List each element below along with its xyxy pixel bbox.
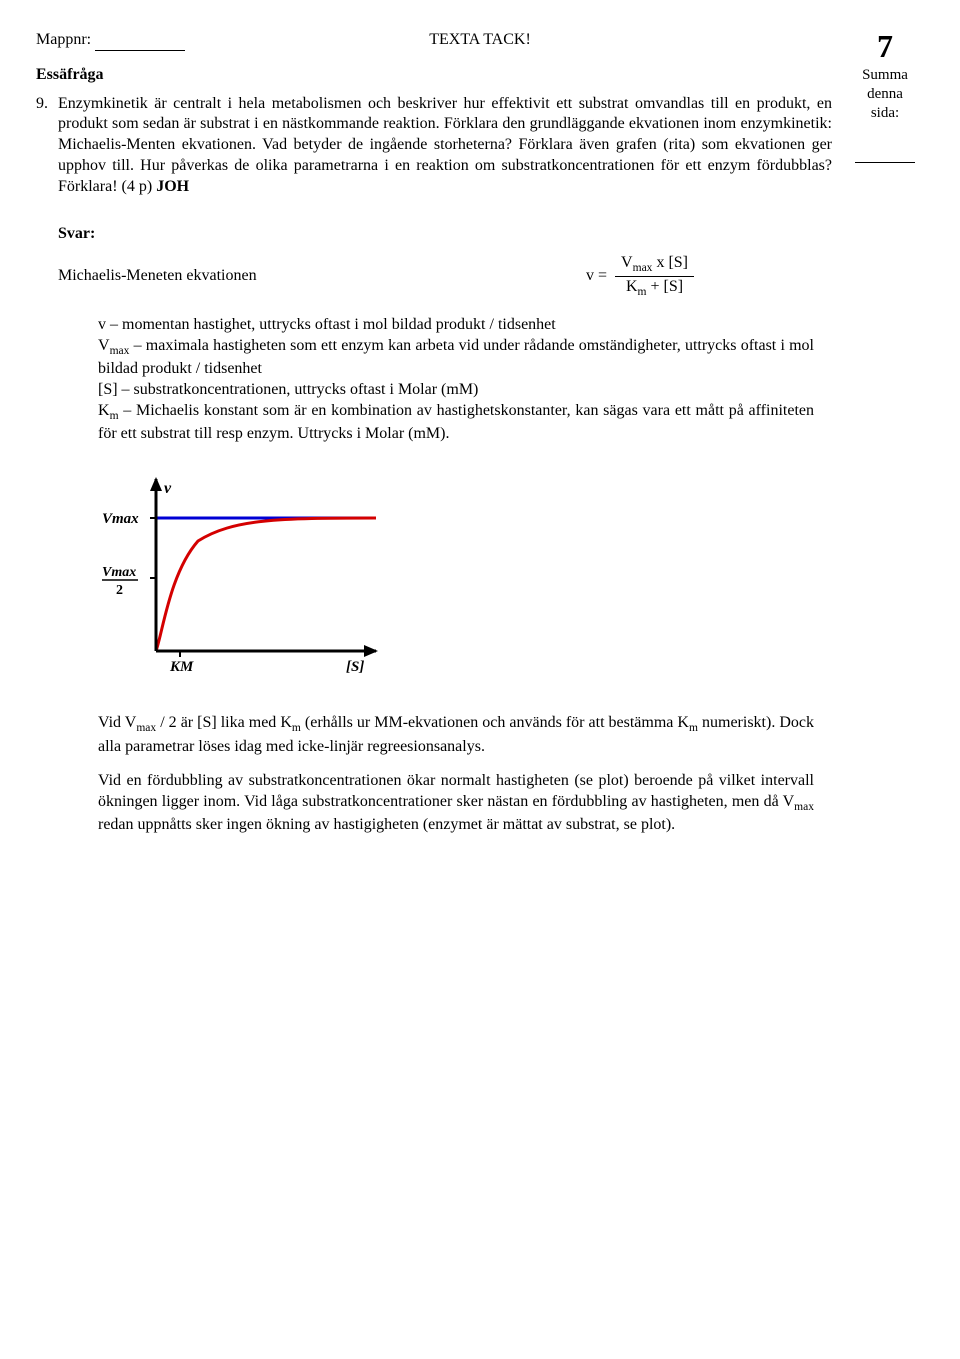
mm-chart: v [S] Vmax Vmax 2 KM xyxy=(98,463,814,700)
svg-text:v: v xyxy=(164,480,172,497)
def-km: Km – Michaelis konstant som är en kombin… xyxy=(98,401,814,445)
answer-label: Svar: xyxy=(58,224,814,245)
svg-text:2: 2 xyxy=(116,583,123,598)
sidebar-line3: sida: xyxy=(846,104,924,123)
svg-text:KM: KM xyxy=(169,659,194,675)
sidebar-line2: denna xyxy=(846,85,924,104)
mm-chart-svg: v [S] Vmax Vmax 2 KM xyxy=(98,463,398,693)
svg-text:Vmax: Vmax xyxy=(102,565,136,580)
equation-row: Michaelis-Meneten ekvationen v = Vmax x … xyxy=(58,254,814,299)
question-block: 9. Enzymkinetik är centralt i hela metab… xyxy=(36,94,846,198)
svg-text:[S]: [S] xyxy=(346,659,364,675)
definitions: v – momentan hastighet, uttrycks oftast … xyxy=(98,315,814,445)
page-number: 7 xyxy=(846,30,924,62)
mappnr-label: Mappnr: xyxy=(36,31,91,48)
mappnr-blank xyxy=(95,50,185,51)
svg-text:Vmax: Vmax xyxy=(102,511,139,527)
para-2: Vid en fördubbling av substratkoncentrat… xyxy=(98,771,814,836)
question-number: 9. xyxy=(36,94,58,198)
equation-fraction: Vmax x [S] Km + [S] xyxy=(615,254,694,299)
def-s: [S] – substratkoncentrationen, uttrycks … xyxy=(98,380,814,401)
equation-v: v = xyxy=(586,266,607,287)
page-sidebar: 7 Summa denna sida: xyxy=(846,30,924,163)
def-v: v – momentan hastighet, uttrycks oftast … xyxy=(98,315,814,336)
sidebar-line1: Summa xyxy=(846,66,924,85)
page-center-title: TEXTA TACK! xyxy=(429,30,531,51)
para-1: Vid Vmax / 2 är [S] lika med Km (erhålls… xyxy=(98,713,814,757)
sidebar-score-blank xyxy=(855,162,915,163)
section-title: Essäfråga xyxy=(36,65,846,86)
question-text: Enzymkinetik är centralt i hela metaboli… xyxy=(58,94,846,198)
equation-label: Michaelis-Meneten ekvationen xyxy=(58,266,257,287)
def-vmax: Vmax – maximala hastigheten som ett enzy… xyxy=(98,336,814,380)
